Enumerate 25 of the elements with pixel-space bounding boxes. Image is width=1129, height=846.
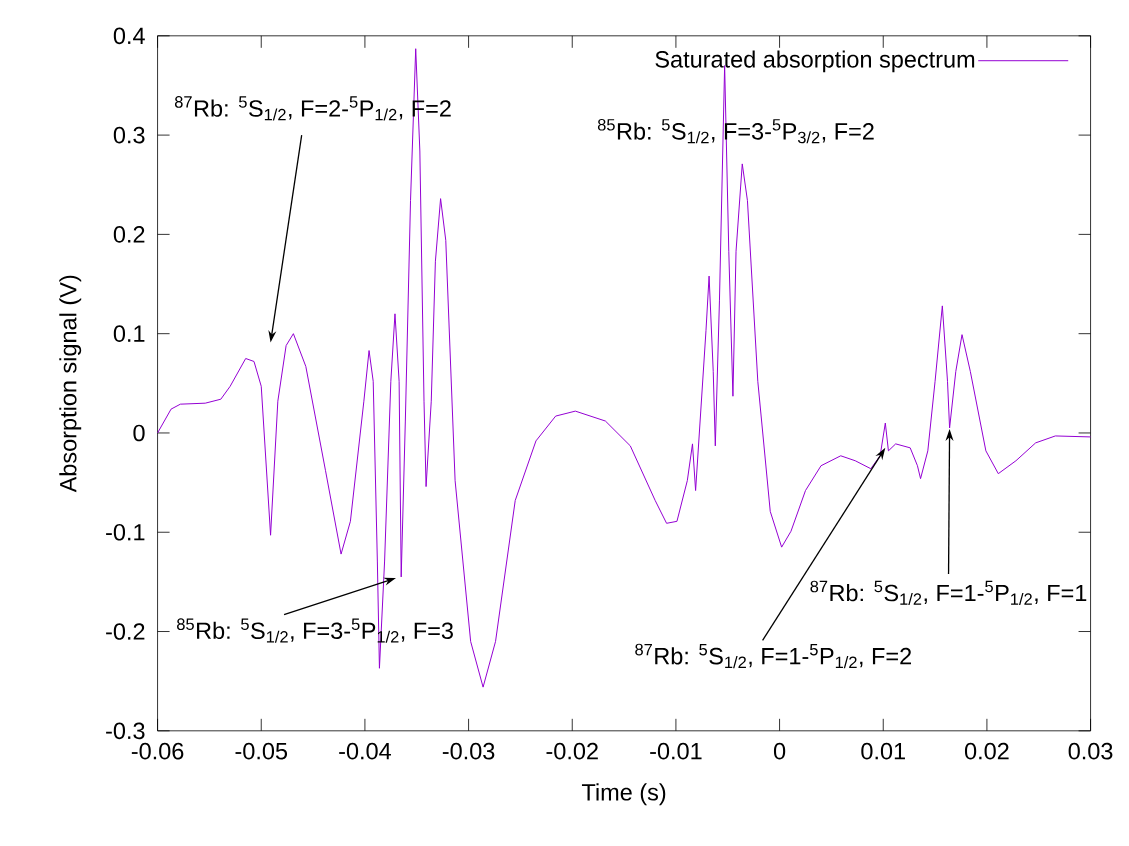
- x-tick-label: 0.03: [1068, 742, 1113, 760]
- x-tick-label: -0.02: [546, 742, 598, 760]
- text: $^{87}$Rb: $^{5}$S$_{1/2}$, F=1-$^{5}$P$_{1/2}$, F=1: [810, 580, 1087, 605]
- legend-label: Saturated absorption spectrum: [655, 50, 975, 73]
- x-axis-title: Time (s): [581, 783, 666, 806]
- x-tick-label: 0.01: [861, 742, 905, 760]
- x-tick-label: 0.02: [964, 742, 1009, 760]
- y-tick-label: 0.2: [113, 226, 145, 243]
- y-tick-label: 0.3: [113, 126, 145, 144]
- x-tick-label: 0: [773, 742, 786, 760]
- y-tick-label: -0.2: [106, 623, 145, 640]
- x-tick-label: -0.05: [235, 742, 288, 760]
- y-tick-label: 0: [133, 424, 145, 442]
- y-tick-label: 0.4: [113, 27, 145, 45]
- text: $^{87}$Rb: $^{5}$S$_{1/2}$, F=1-$^{5}$P$_{1/2}$, F=2: [635, 643, 911, 669]
- x-tick-label: -0.06: [131, 742, 184, 760]
- x-tick-label: -0.03: [442, 742, 495, 760]
- line-series: [157, 48, 1092, 688]
- x-tick-label: -0.01: [650, 742, 702, 760]
- x-tick-label: -0.04: [339, 742, 391, 760]
- y-tick-label: -0.1: [106, 523, 145, 541]
- y-axis-title: Absorption signal (V): [59, 275, 82, 493]
- y-tick-label: -0.3: [106, 722, 145, 740]
- y-tick-label: 0.1: [113, 325, 145, 342]
- text: $^{85}$Rb: $^{5}$S$_{1/2}$, F=3-$^{5}$P$_{3/2}$, F=2: [597, 118, 874, 144]
